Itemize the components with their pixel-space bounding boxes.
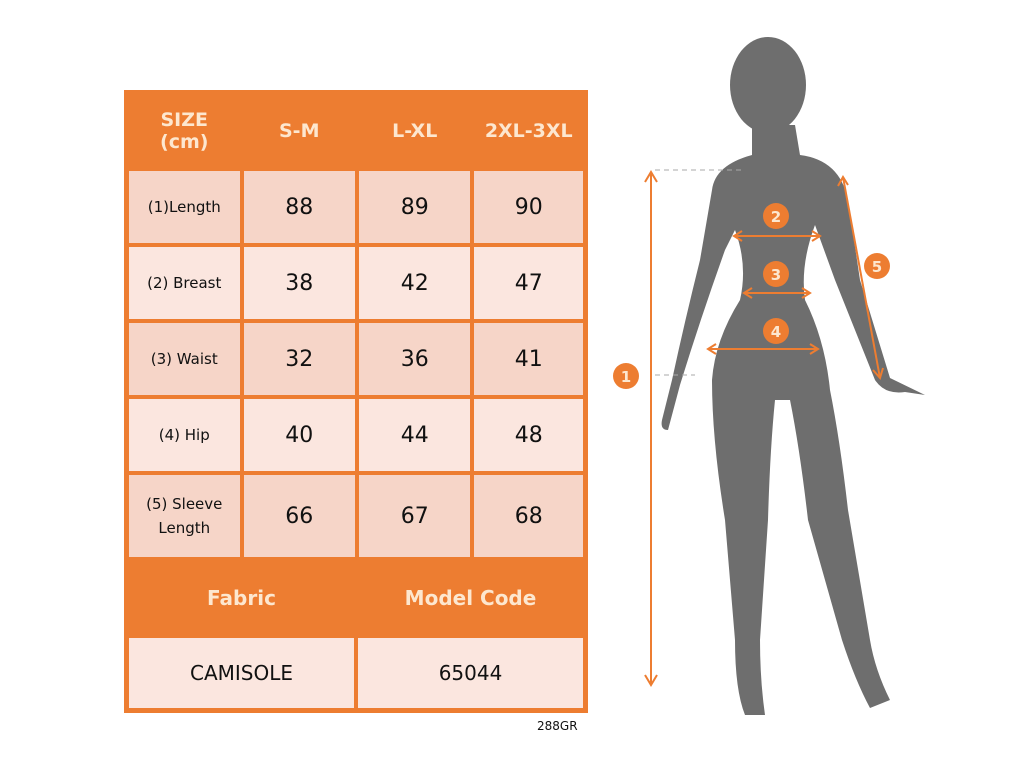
header-2xl-3xl: 2XL-3XL [472,93,585,169]
marker-2: 2 [763,203,789,229]
woman-silhouette [661,37,925,715]
guide-lines [655,169,745,376]
size-value: 88 [241,169,357,245]
footer-value-row: CAMISOLE 65044 [127,636,585,710]
table-row: (5) Sleeve Length 66 67 68 [127,473,585,559]
row-label: (1)Length [127,169,242,245]
table-row: (3) Waist 32 36 41 [127,321,585,397]
size-value: 89 [356,169,473,245]
size-value: 47 [472,245,585,321]
marker-3: 3 [763,261,789,287]
row-label: (5) Sleeve Length [127,473,242,559]
row-label: (4) Hip [127,397,242,473]
size-value: 67 [356,473,473,559]
svg-text:1: 1 [621,368,631,386]
size-chart-table: SIZE (cm) S-M L-XL 2XL-3XL (1)Length 88 89… [124,90,588,713]
marker-4: 4 [763,318,789,344]
size-value: 48 [472,397,585,473]
svg-text:4: 4 [771,323,781,341]
size-value: 66 [241,473,357,559]
size-value: 42 [356,245,473,321]
table-row: (2) Breast 38 42 47 [127,245,585,321]
svg-text:2: 2 [771,208,781,226]
body-measurement-figure: 1 2 3 4 5 [613,37,925,715]
size-value: 32 [241,321,357,397]
size-value: 38 [241,245,357,321]
model-code-value: 65044 [356,636,585,710]
size-value: 90 [472,169,585,245]
header-l-xl: L-XL [356,93,473,169]
size-value: 44 [356,397,473,473]
svg-text:3: 3 [771,266,781,284]
header-s-m: S-M [241,93,357,169]
svg-text:5: 5 [872,258,882,276]
table-row: (4) Hip 40 44 48 [127,397,585,473]
size-value: 68 [472,473,585,559]
marker-1: 1 [613,363,639,389]
table-row: (1)Length 88 89 90 [127,169,585,245]
row-label: (3) Waist [127,321,242,397]
row-label: (2) Breast [127,245,242,321]
size-value: 41 [472,321,585,397]
product-code: 288GR [537,719,578,733]
table-header-row: SIZE (cm) S-M L-XL 2XL-3XL [127,93,585,169]
fabric-value: CAMISOLE [127,636,356,710]
measurement-arrows [644,170,884,687]
size-value: 40 [241,397,357,473]
footer-header-row: Fabric Model Code [127,559,585,636]
header-size: SIZE (cm) [127,93,242,169]
marker-5: 5 [864,253,890,279]
model-code-header: Model Code [356,559,585,636]
size-value: 36 [356,321,473,397]
fabric-header: Fabric [127,559,356,636]
